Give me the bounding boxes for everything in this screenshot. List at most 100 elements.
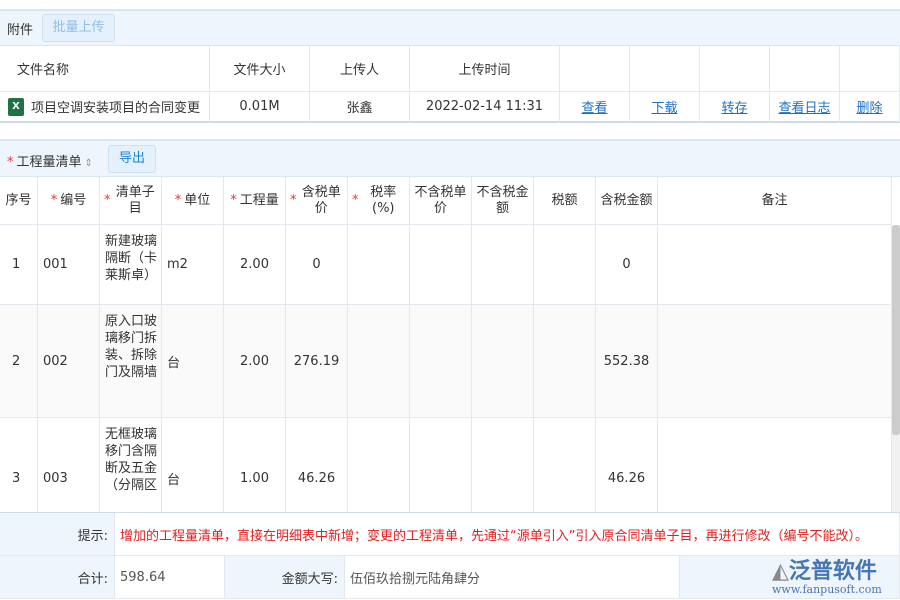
column-header: * 工程量	[224, 177, 286, 225]
bill-title: * 工程量清单 ⇕	[7, 155, 93, 170]
column-header: 含税金额	[596, 177, 658, 225]
table-cell	[410, 305, 472, 418]
required-marker: *	[230, 192, 237, 208]
batch-upload-button[interactable]: 批量上传	[42, 14, 115, 42]
column-header-label: 备注	[761, 192, 788, 208]
column-header-label: 清单子目	[115, 184, 155, 216]
column-header-label: 税率(%)	[370, 184, 397, 216]
table-cell: 276.19	[286, 305, 348, 418]
amount-value: 伍佰玖拾捌元陆角肆分	[345, 556, 680, 599]
table-cell: 0	[286, 225, 348, 305]
footer: 提示: 增加的工程量清单，直接在明细表中新增；变更的工程清单，先通过“源单引入”…	[0, 512, 900, 600]
bill-toolbar: * 工程量清单 ⇕ 导出	[0, 139, 900, 177]
table-cell	[472, 305, 534, 418]
table-cell	[472, 225, 534, 305]
column-header: * 清单子目	[100, 177, 162, 225]
table-cell: 1	[0, 225, 38, 305]
table-cell[interactable]	[658, 225, 892, 305]
column-header: * 单位	[162, 177, 224, 225]
table-cell: 552.38	[596, 305, 658, 418]
table-cell: 001	[38, 225, 100, 305]
column-header: * 税率(%)	[348, 177, 410, 225]
column-header-label: 含税金额	[600, 192, 653, 208]
file-name-cell: X 项目空调安装项目的合同变更	[0, 92, 210, 123]
table-cell	[410, 225, 472, 305]
column-header-label: 单位	[184, 192, 211, 208]
logo-icon: ◭	[772, 559, 789, 584]
column-header: * 编号	[38, 177, 100, 225]
table-cell[interactable]	[658, 305, 892, 418]
column-header-label: 工程量	[239, 192, 279, 208]
column-header: 税额	[534, 177, 596, 225]
tip-text: 增加的工程量清单，直接在明细表中新增；变更的工程清单，先通过“源单引入”引入原合…	[115, 513, 900, 556]
action-cell: 删除	[840, 92, 900, 123]
view-link[interactable]: 查看	[581, 101, 608, 116]
empty-header	[770, 46, 840, 92]
table-cell	[534, 225, 596, 305]
table-cell: 2.00	[224, 305, 286, 418]
column-header: 备注	[658, 177, 892, 225]
watermark-logo: ◭泛普软件 www.fanpusoft.com	[772, 553, 882, 596]
required-marker: *	[50, 192, 58, 208]
file-column-header: 文件名称	[0, 46, 210, 92]
file-size: 0.01M	[210, 92, 310, 123]
table-cell: 0	[596, 225, 658, 305]
table-cell	[348, 305, 410, 418]
action-cell: 查看	[560, 92, 630, 123]
column-header-label: 编号	[60, 192, 87, 208]
file-upload-time: 2022-02-14 11:31	[410, 92, 560, 123]
file-column-header: 文件大小	[210, 46, 310, 92]
excel-file-icon: X	[8, 97, 24, 116]
column-header: 不含税单价	[410, 177, 472, 225]
action-cell: 查看日志	[770, 92, 840, 123]
column-header: 不含税金额	[472, 177, 534, 225]
required-marker: *	[290, 192, 297, 208]
column-header-label: 含税单价	[301, 184, 341, 216]
bill-title-text: 工程量清单	[16, 155, 82, 170]
column-header-label: 不含税单价	[414, 184, 467, 216]
file-column-header: 上传人	[310, 46, 410, 92]
table-cell: 台	[162, 305, 224, 418]
amount-label: 金额大写:	[225, 556, 345, 599]
delete-link[interactable]: 删除	[856, 101, 883, 116]
column-header: 序号	[0, 177, 38, 225]
table-cell: m2	[162, 225, 224, 305]
file-uploader: 张鑫	[310, 92, 410, 123]
column-header-label: 不含税金额	[476, 184, 529, 216]
empty-header	[630, 46, 700, 92]
table-cell: 新建玻璃隔断（卡莱斯卓）	[100, 225, 162, 305]
download-link[interactable]: 下载	[651, 101, 678, 116]
total-value: 598.64	[115, 556, 225, 599]
table-cell: 原入口玻璃移门拆装、拆除门及隔墙	[100, 305, 162, 418]
table-cell: 无框玻璃移门含隔断及五金（分隔区	[100, 418, 162, 540]
column-header: * 含税单价	[286, 177, 348, 225]
file-name: 项目空调安装项目的合同变更	[31, 101, 201, 116]
attachments-title: 附件	[7, 23, 34, 38]
tip-label: 提示:	[0, 513, 115, 556]
empty-cell	[680, 556, 900, 599]
scrollbar[interactable]	[892, 225, 900, 512]
table-cell: 2.00	[224, 225, 286, 305]
export-button[interactable]: 导出	[108, 145, 156, 173]
action-cell: 下载	[630, 92, 700, 123]
empty-header	[840, 46, 900, 92]
total-label: 合计:	[0, 556, 115, 599]
empty-header	[560, 46, 630, 92]
table-cell: 2	[0, 305, 38, 418]
view-log-link[interactable]: 查看日志	[778, 101, 831, 116]
table-cell	[348, 225, 410, 305]
column-header-label: 税额	[551, 192, 578, 208]
action-cell: 转存	[700, 92, 770, 123]
empty-header	[700, 46, 770, 92]
brand-text: 泛普软件	[788, 559, 877, 584]
required-marker: *	[104, 192, 111, 208]
file-column-header: 上传时间	[410, 46, 560, 92]
required-marker: *	[352, 192, 359, 208]
attachments-toolbar: 附件 批量上传	[0, 9, 900, 46]
column-header-label: 序号	[5, 192, 32, 208]
table-cell: 002	[38, 305, 100, 418]
save-as-link[interactable]: 转存	[721, 101, 748, 116]
table-cell	[534, 305, 596, 418]
sort-icon[interactable]: ⇕	[84, 158, 93, 169]
brand-url: www.fanpusoft.com	[772, 583, 882, 596]
